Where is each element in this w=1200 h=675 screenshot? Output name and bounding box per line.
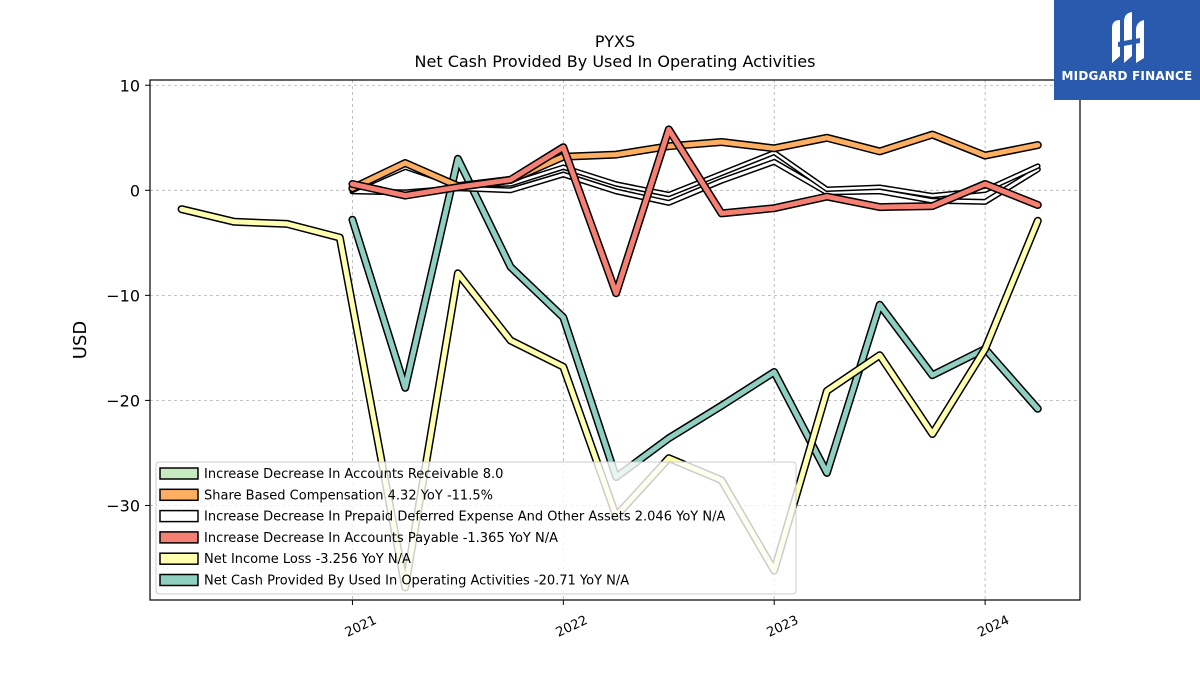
y-tick-label: −30 bbox=[106, 496, 140, 515]
legend-label: Net Cash Provided By Used In Operating A… bbox=[204, 574, 629, 589]
legend-label: Increase Decrease In Accounts Receivable… bbox=[204, 467, 503, 482]
plot-frame bbox=[149, 79, 1081, 601]
chart-subtitle: Net Cash Provided By Used In Operating A… bbox=[414, 52, 816, 71]
legend-label: Increase Decrease In Prepaid Deferred Ex… bbox=[204, 510, 725, 525]
series-outline bbox=[348, 125, 1042, 298]
legend-swatch bbox=[159, 573, 199, 587]
legend-swatch bbox=[159, 467, 199, 480]
brand-logo: MIDGARD FINANCE bbox=[1054, 0, 1200, 100]
legend-swatch bbox=[159, 488, 199, 502]
legend-label: Increase Decrease In Accounts Payable -1… bbox=[204, 531, 558, 546]
x-tick-label: 2022 bbox=[554, 613, 590, 641]
series-line bbox=[349, 126, 1041, 296]
y-axis-label: USD bbox=[70, 321, 91, 359]
legend-label: Share Based Compensation 4.32 YoY -11.5% bbox=[204, 488, 493, 503]
x-tick-label: 2023 bbox=[765, 613, 801, 641]
chart-title: PYXS bbox=[594, 32, 636, 51]
legend-swatch bbox=[159, 531, 199, 544]
series-line bbox=[349, 156, 1041, 480]
y-tick-label: −10 bbox=[106, 286, 140, 305]
y-tick-label: −20 bbox=[106, 391, 140, 410]
legend-swatch bbox=[159, 509, 199, 523]
legend-label: Net Income Loss -3.256 YoY N/A bbox=[204, 552, 411, 567]
legend-box bbox=[155, 461, 797, 595]
y-tick-label: 0 bbox=[130, 181, 140, 200]
y-tick-label: 10 bbox=[120, 76, 140, 95]
x-tick-label: 2024 bbox=[975, 613, 1011, 641]
logo-text: MIDGARD FINANCE bbox=[1061, 69, 1193, 83]
logo-mark-icon bbox=[1112, 12, 1144, 63]
x-tick-label: 2021 bbox=[343, 613, 379, 641]
legend: Increase Decrease In Accounts Receivable… bbox=[155, 461, 797, 595]
legend-swatch bbox=[159, 552, 199, 565]
